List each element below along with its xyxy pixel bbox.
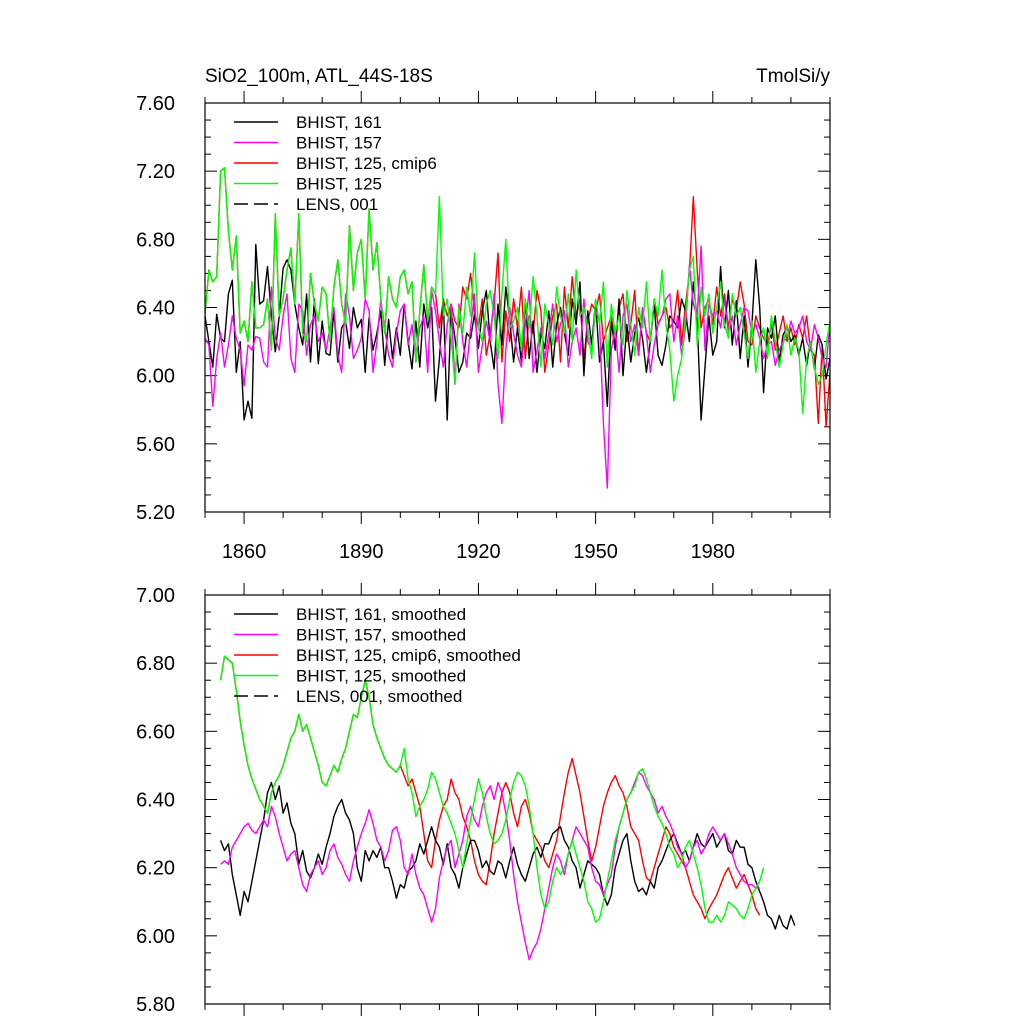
bottom-panel-frame (204, 594, 831, 1005)
top-panel-title-right: TmolSi/y (756, 66, 830, 87)
legend-item: BHIST, 157, smoothed (234, 626, 466, 645)
y-tick-label: 6.60 (136, 721, 175, 743)
y-tick-label: 6.20 (136, 858, 175, 880)
legend-item: BHIST, 161 (234, 113, 382, 132)
legend-item: BHIST, 125, cmip6 (234, 154, 437, 173)
top-panel-ticks: 5.20 5.60 6.00 6.40 6.80 7.20 7.60 1860 1890 1920… (136, 91, 831, 563)
x-tick-label: 1920 (456, 541, 501, 563)
y-tick-label: 7.60 (136, 93, 175, 115)
y-tick-label: 6.80 (136, 229, 175, 251)
series-line-bhist-125 (205, 167, 830, 414)
top-panel: SiO2_100m, ATL_44S-18S TmolSi/y 5.20 5.60… (136, 66, 831, 563)
y-tick-label: 6.00 (136, 366, 175, 388)
x-tick-label: 1950 (573, 541, 618, 563)
y-tick-label: 5.80 (136, 994, 175, 1016)
series-line-bhist-161-smoothed (219, 781, 796, 930)
legend-item: BHIST, 161, smoothed (234, 605, 466, 624)
y-tick-label: 5.20 (136, 502, 175, 524)
y-tick-label: 6.40 (136, 298, 175, 320)
x-tick-label: 1980 (691, 541, 736, 563)
series-line-bhist-125-smoothed (219, 655, 765, 923)
y-tick-label: 7.00 (136, 585, 175, 607)
legend-label: BHIST, 157, smoothed (296, 626, 466, 645)
top-panel-title-left: SiO2_100m, ATL_44S-18S (205, 66, 433, 87)
legend-item: BHIST, 125, cmip6, smoothed (234, 646, 521, 665)
y-tick-label: 5.60 (136, 434, 175, 456)
bottom-panel-series (219, 655, 796, 961)
bottom-panel-ticks: 5.80 6.00 6.20 6.40 6.60 6.80 7.00 (136, 583, 831, 1016)
legend-label: BHIST, 157 (296, 134, 382, 153)
x-tick-label: 1860 (222, 541, 267, 563)
series-line-bhist-157-smoothed (220, 771, 760, 961)
x-tick-label: 1890 (339, 541, 384, 563)
bottom-panel: 5.80 6.00 6.20 6.40 6.60 6.80 7.00 BHIST, 161,… (136, 583, 831, 1016)
y-tick-label: 7.20 (136, 161, 175, 183)
legend-label: BHIST, 161 (296, 113, 382, 132)
bottom-panel-legend: BHIST, 161, smoothed BHIST, 157, smoothed… (234, 605, 521, 706)
legend-label: BHIST, 125, smoothed (296, 667, 466, 686)
legend-label: BHIST, 161, smoothed (296, 605, 466, 624)
y-tick-label: 6.40 (136, 790, 175, 812)
top-panel-frame (204, 102, 831, 513)
legend-label: BHIST, 125, cmip6 (296, 154, 437, 173)
legend-item: LENS, 001, smoothed (234, 687, 462, 706)
legend-item: BHIST, 125 (234, 175, 382, 194)
legend-item: BHIST, 157 (234, 134, 382, 153)
legend-item: BHIST, 125, smoothed (234, 667, 466, 686)
legend-label: LENS, 001 (296, 195, 378, 214)
legend-label: LENS, 001, smoothed (296, 687, 462, 706)
y-tick-label: 6.80 (136, 653, 175, 675)
legend-label: BHIST, 125 (296, 175, 382, 194)
top-panel-series (205, 167, 830, 489)
legend-label: BHIST, 125, cmip6, smoothed (296, 646, 521, 665)
y-tick-label: 6.00 (136, 926, 175, 948)
legend-item: LENS, 001 (234, 195, 378, 214)
